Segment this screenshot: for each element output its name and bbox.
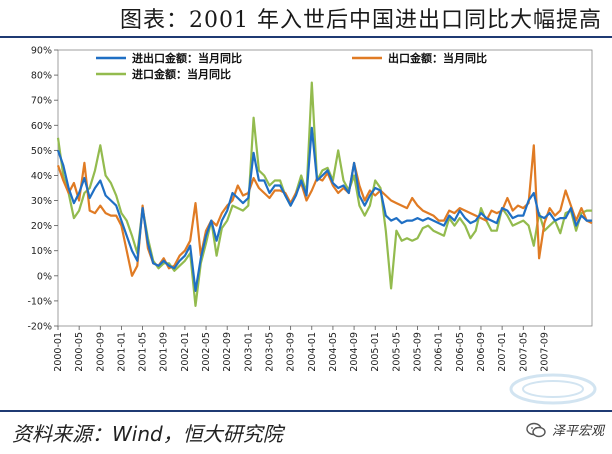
bottom-rule <box>0 410 612 412</box>
y-tick-label: 10% <box>31 246 52 257</box>
legend-label: 进出口金额：当月同比 <box>132 51 242 65</box>
y-tick-label: 0% <box>37 271 52 282</box>
y-tick-label: 40% <box>31 171 52 182</box>
x-tick-label: 2001-05 <box>138 332 149 372</box>
chart-axes: 90%80%70%60%50%40%30%20%10%0%-10%-20%200… <box>27 46 593 372</box>
watermark-logo-icon <box>509 373 597 405</box>
plot-frame <box>57 49 593 327</box>
x-tick-label: 2005-05 <box>391 332 402 372</box>
x-tick-label: 2003-05 <box>264 332 275 372</box>
title-bar: 图表：2001 年入世后中国进出口同比大幅提高 <box>0 0 612 36</box>
x-tick-label: 2005-09 <box>413 332 424 372</box>
y-tick-label: 50% <box>31 146 52 157</box>
chart-series-lines <box>56 81 593 307</box>
y-tick-label: 80% <box>31 71 52 82</box>
y-tick-label: 70% <box>31 96 52 107</box>
x-tick-label: 2004-09 <box>349 332 360 372</box>
x-tick-label: 2004-01 <box>307 332 318 372</box>
series-line-2 <box>56 81 592 307</box>
brand-name: 泽平宏观 <box>551 424 604 439</box>
x-tick-label: 2000-09 <box>95 332 106 372</box>
top-rule <box>0 36 612 38</box>
x-tick-label: 2007-01 <box>497 332 508 372</box>
x-tick-label: 2004-05 <box>328 332 339 372</box>
line-chart: 90%80%70%60%50%40%30%20%10%0%-10%-20%200… <box>27 46 593 372</box>
legend-label: 出口金额：当月同比 <box>388 51 487 65</box>
x-tick-label: 2000-05 <box>74 332 85 372</box>
x-tick-label: 2001-09 <box>159 332 170 372</box>
x-tick-label: 2002-09 <box>222 332 233 372</box>
x-tick-label: 2002-05 <box>201 332 212 372</box>
x-tick-label: 2001-01 <box>116 332 127 372</box>
source-note: 资料来源：Wind，恒大研究院 <box>12 422 283 446</box>
wechat-icon <box>526 422 546 437</box>
x-tick-label: 2007-09 <box>539 332 550 372</box>
y-tick-label: -20% <box>27 322 52 333</box>
y-tick-label: -10% <box>27 296 52 307</box>
x-tick-label: 2002-01 <box>180 332 191 372</box>
y-tick-label: 20% <box>31 221 52 232</box>
x-tick-label: 2006-09 <box>476 332 487 372</box>
brand: 泽平宏观 <box>526 420 604 439</box>
x-tick-label: 2005-01 <box>370 332 381 372</box>
series-line-0 <box>56 126 592 292</box>
page-title: 图表：2001 年入世后中国进出口同比大幅提高 <box>120 8 602 33</box>
y-tick-label: 30% <box>31 196 52 207</box>
legend-label: 进口金额：当月同比 <box>132 67 231 81</box>
x-tick-label: 2006-05 <box>455 332 466 372</box>
x-tick-label: 2007-05 <box>518 332 529 372</box>
x-tick-label: 2000-01 <box>53 332 64 372</box>
x-tick-label: 2003-09 <box>286 332 297 372</box>
x-tick-label: 2003-01 <box>243 332 254 372</box>
y-tick-label: 90% <box>31 46 52 57</box>
x-tick-label: 2006-01 <box>434 332 445 372</box>
y-tick-label: 60% <box>31 121 52 132</box>
